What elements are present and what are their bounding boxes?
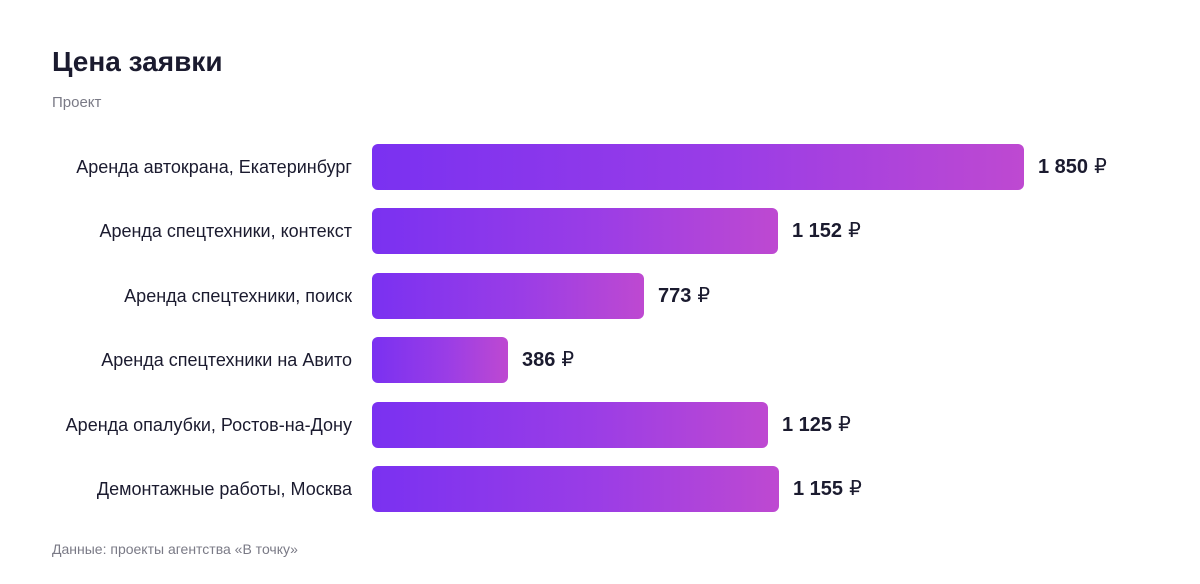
currency-unit: ₽ <box>561 349 575 371</box>
data-label-value: 773 <box>658 285 692 307</box>
data-label: 1 850 ₽ <box>1038 155 1107 179</box>
page-title: Цена заявки <box>52 46 223 77</box>
footnote: Данные: проекты агентства «В точку» <box>52 541 298 557</box>
bar <box>372 273 644 319</box>
bar <box>372 208 778 254</box>
data-label-value: 386 <box>522 349 556 371</box>
data-label: 1 152 ₽ <box>792 219 861 243</box>
bar <box>372 337 508 383</box>
category-label: Аренда автокрана, Екатеринбург <box>76 157 352 177</box>
chart-subtitle: Проект <box>52 94 102 111</box>
category-label: Демонтажные работы, Москва <box>96 479 352 499</box>
data-label-value: 1 155 <box>793 478 844 500</box>
currency-unit: ₽ <box>697 285 711 307</box>
data-label: 773 ₽ <box>658 284 710 308</box>
data-label: 1 155 ₽ <box>793 477 862 501</box>
bar <box>372 466 779 512</box>
bar <box>372 144 1024 190</box>
currency-unit: ₽ <box>848 220 861 242</box>
currency-unit: ₽ <box>838 414 851 436</box>
data-label-value: 1 850 <box>1038 156 1089 178</box>
currency-unit: ₽ <box>849 478 862 500</box>
data-label: 1 125 ₽ <box>782 413 851 437</box>
category-label: Аренда спецтехники, контекст <box>99 221 352 241</box>
currency-unit: ₽ <box>1094 156 1107 178</box>
category-label: Аренда спецтехники, поиск <box>124 286 352 306</box>
data-label-value: 1 125 <box>782 414 833 436</box>
data-label-value: 1 152 <box>792 220 843 242</box>
category-label: Аренда спецтехники на Авито <box>101 350 352 370</box>
bar <box>372 402 768 448</box>
data-label: 386 ₽ <box>522 348 574 372</box>
category-label: Аренда опалубки, Ростов-на-Дону <box>65 415 352 435</box>
